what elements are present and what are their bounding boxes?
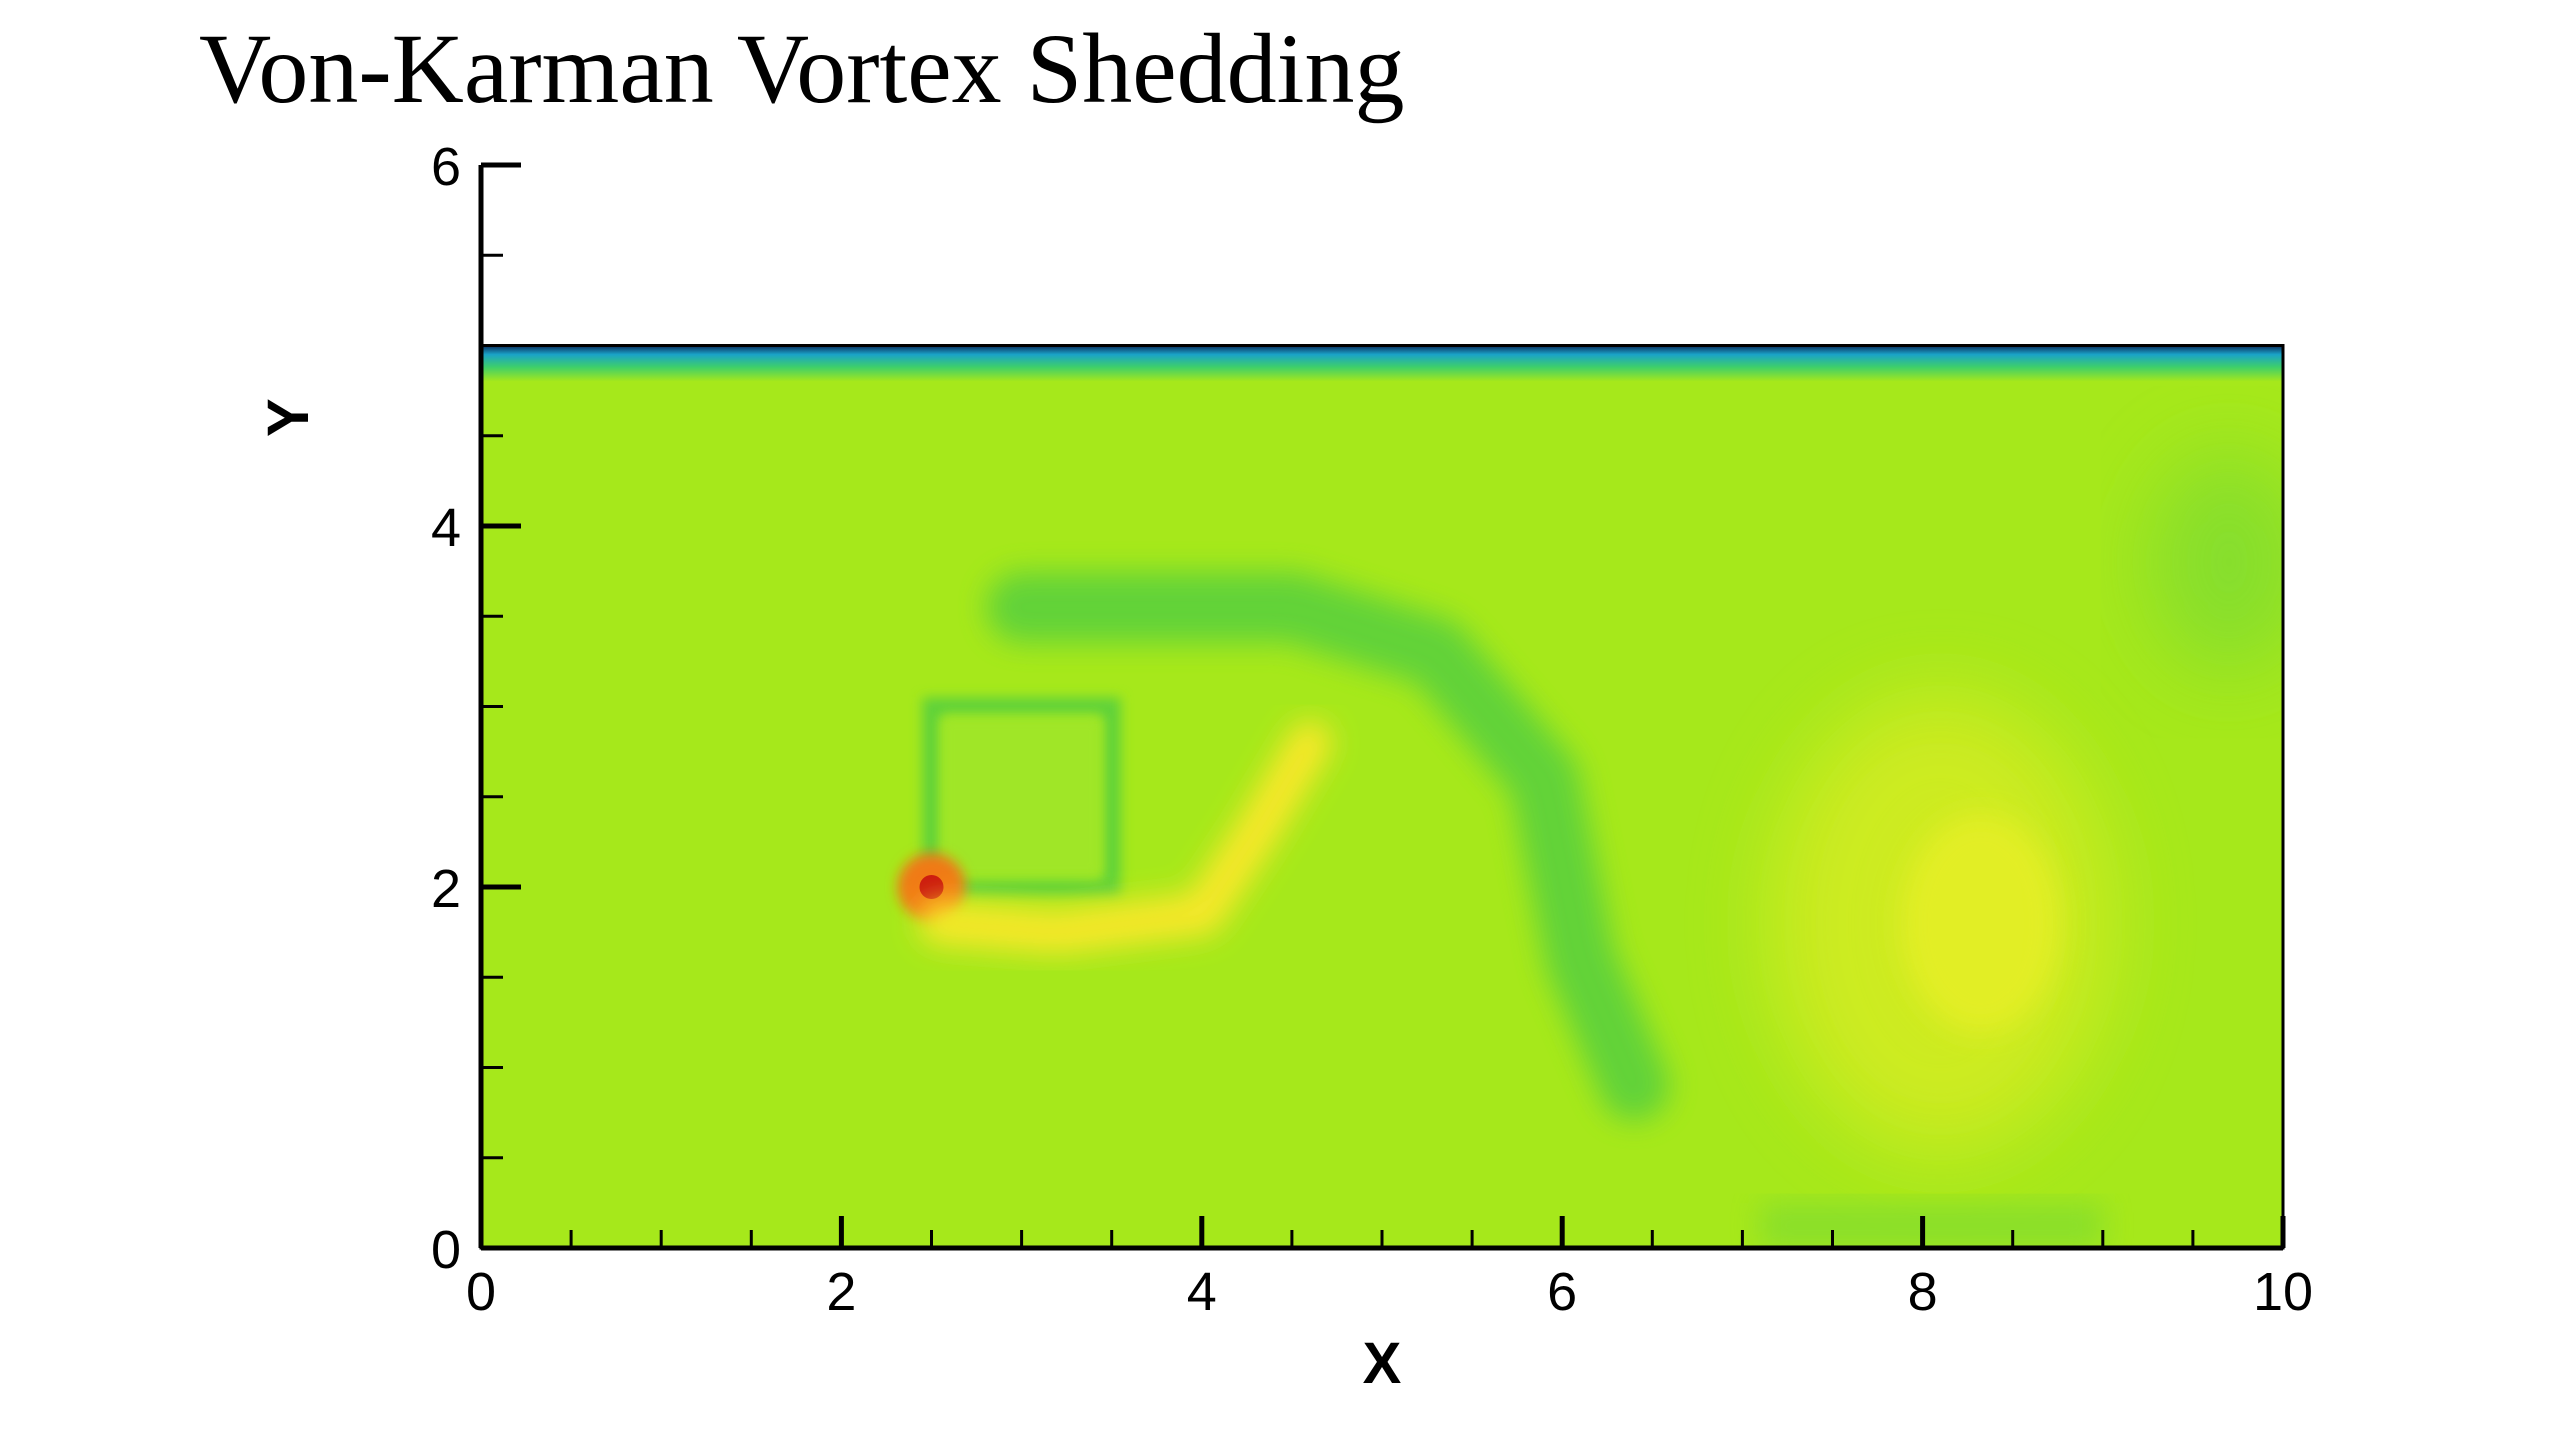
vortex-low	[2148, 452, 2283, 673]
obstacle-interior	[941, 716, 1102, 877]
vortex-high-core	[1900, 813, 2061, 1034]
ticks: 0 2 4 6 8 10 0 2 4 6	[431, 137, 2313, 1322]
y-axis-label: Y	[256, 398, 321, 437]
x-tick-label: 0	[466, 1262, 496, 1322]
y-tick-label: 4	[431, 498, 461, 558]
y-tick-label: 0	[431, 1220, 461, 1280]
y-tick-label: 6	[431, 137, 461, 197]
x-axis-label: X	[1363, 1331, 1402, 1396]
x-tick-label: 4	[1187, 1262, 1217, 1322]
top-wall-band	[481, 345, 2283, 382]
obstacle-outline	[922, 697, 1121, 896]
x-tick-label: 2	[826, 1262, 856, 1322]
shear-band-high	[918, 720, 1332, 955]
shear-band-low	[986, 572, 1670, 1121]
chart-title: Von-Karman Vortex Shedding	[199, 13, 1405, 124]
hot-spot-core	[919, 875, 944, 899]
x-tick-label: 10	[2253, 1262, 2313, 1322]
bottom-low-patch	[1760, 1202, 2103, 1248]
x-tick-label: 8	[1908, 1262, 1938, 1322]
y-tick-label: 2	[431, 859, 461, 919]
flow-field	[481, 345, 2283, 1248]
x-tick-label: 6	[1547, 1262, 1577, 1322]
